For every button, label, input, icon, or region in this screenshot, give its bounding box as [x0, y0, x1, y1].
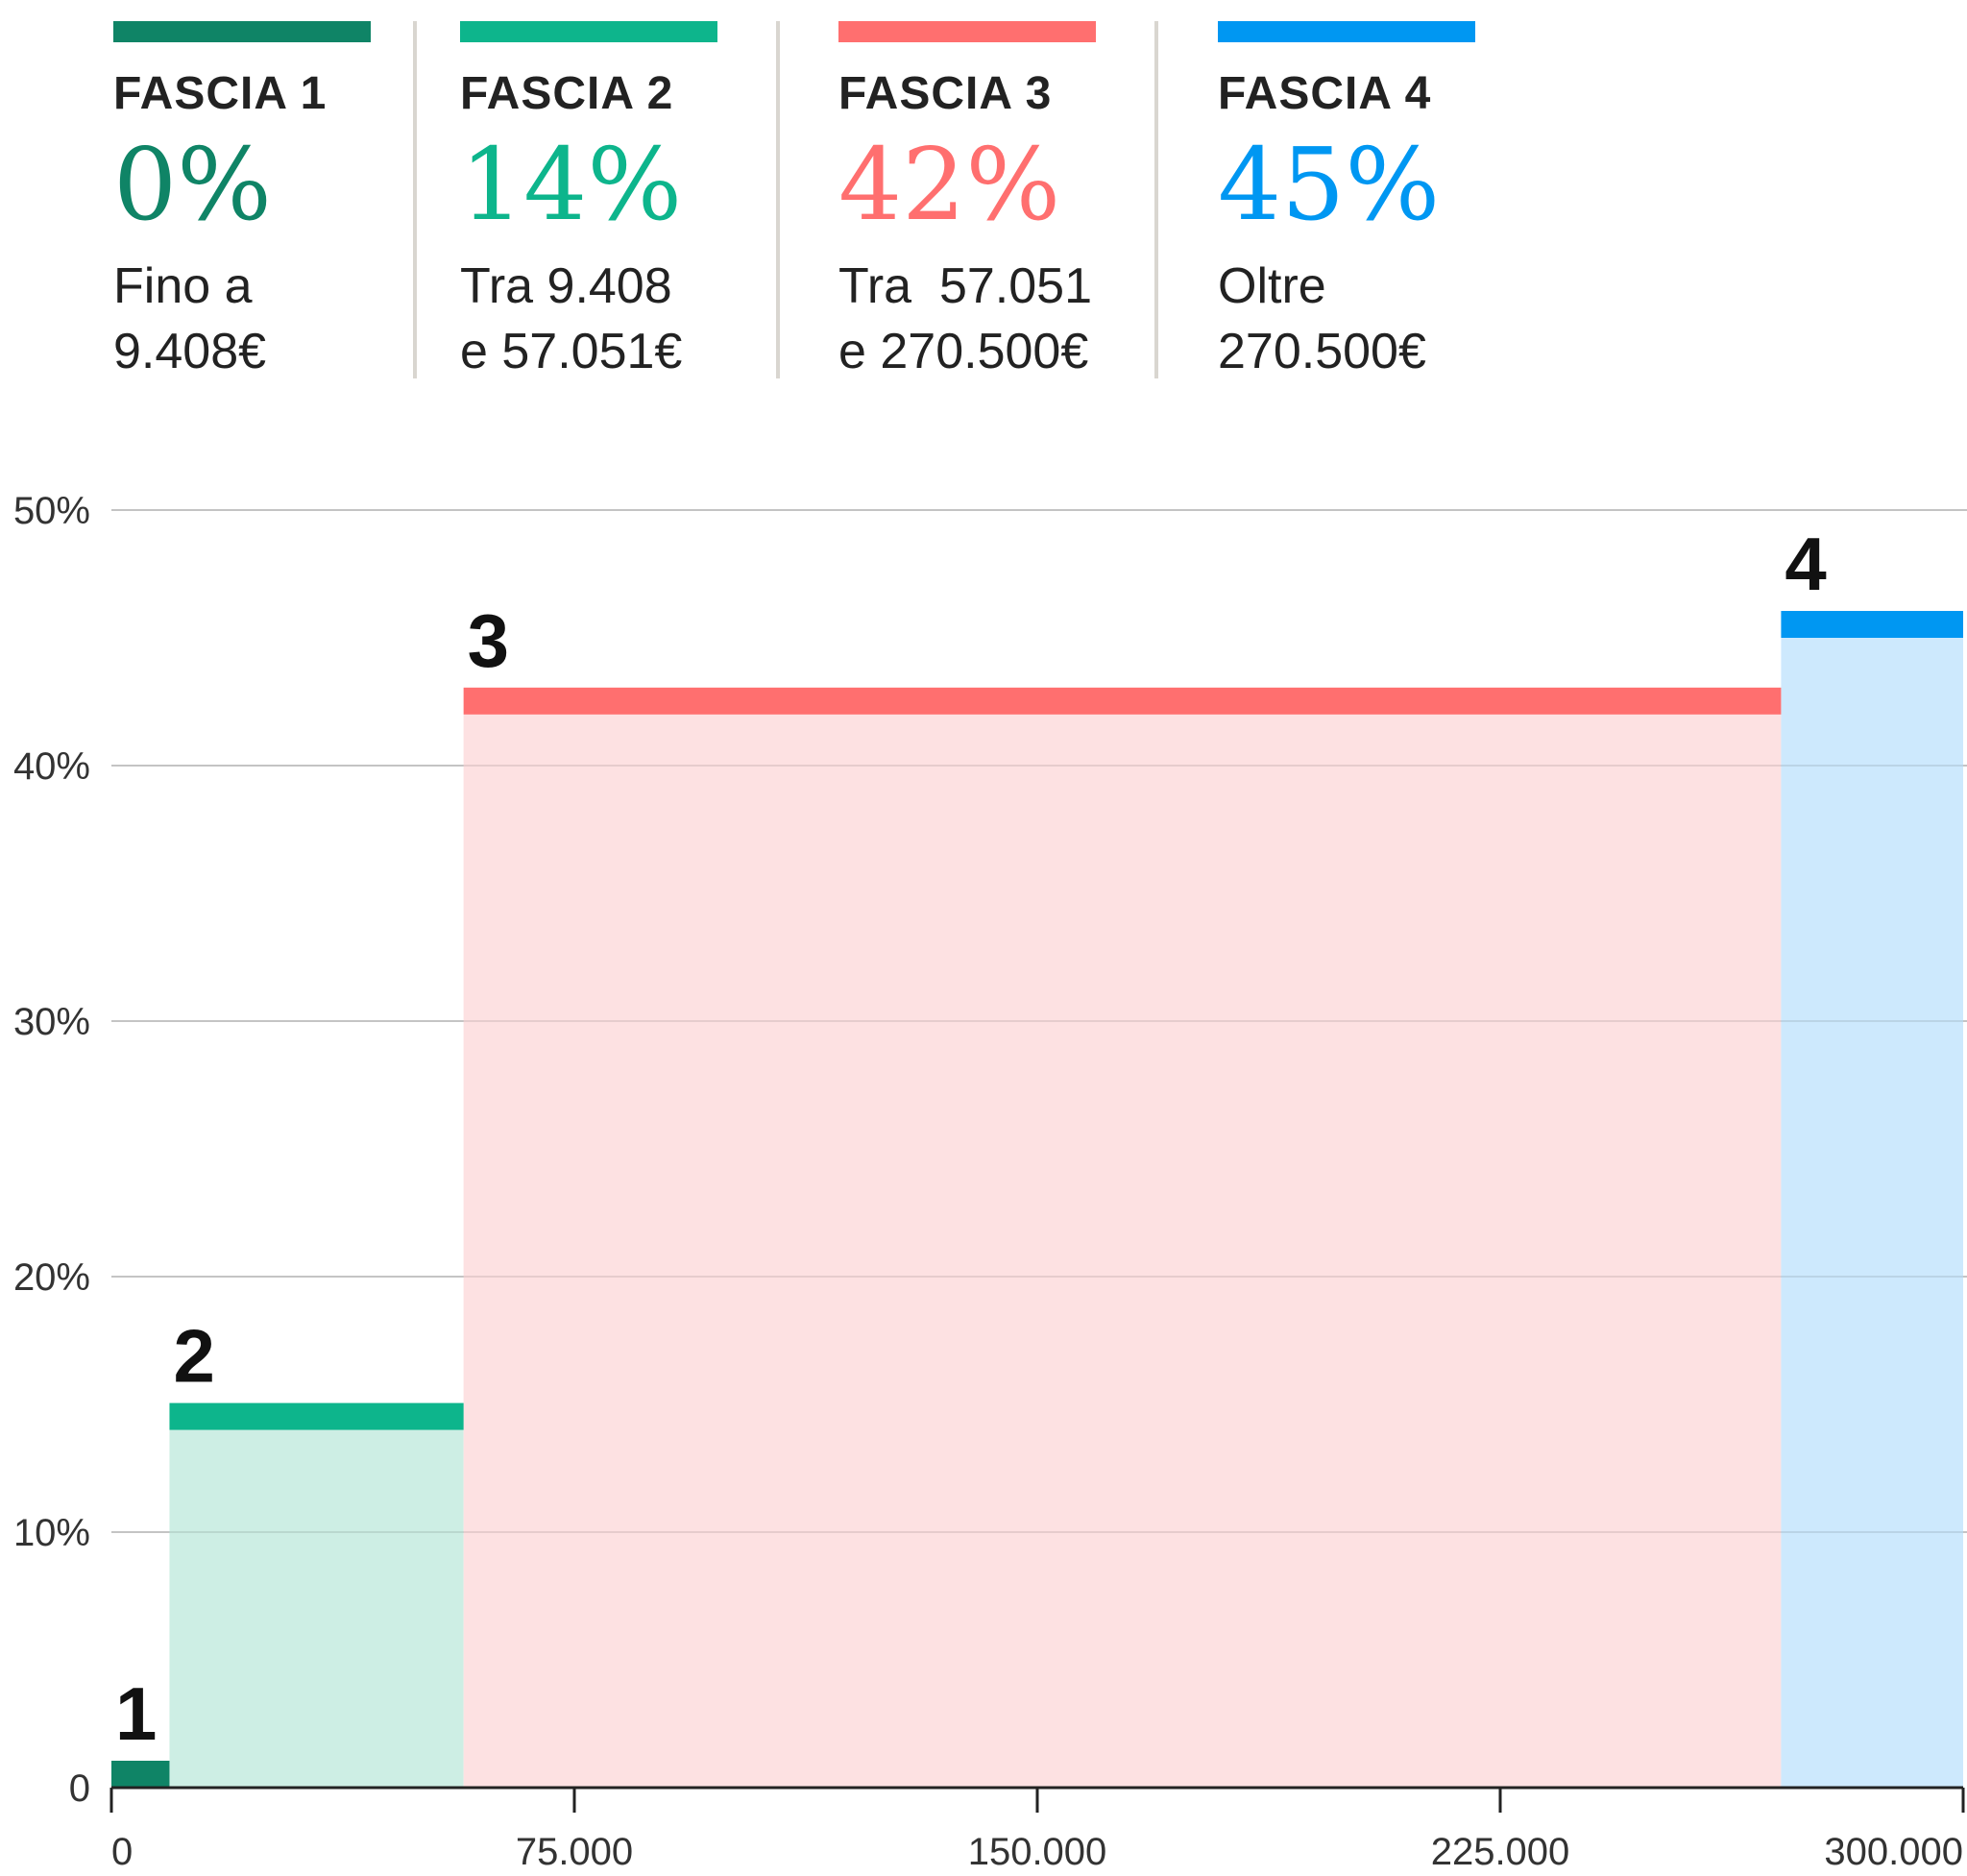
x-axis-tick-labels: 0 75.000 150.000 225.000 300.000 [111, 1831, 1963, 1873]
legend-item-fascia-2: FASCIA 2 14% Tra 9.408 e 57.051€ [460, 21, 739, 384]
band-bar-4 [1781, 611, 1963, 638]
band-fill-3 [463, 714, 1782, 1788]
legend-desc-line2: e 270.500€ [838, 324, 1089, 379]
legend-desc-line1: Tra 9.408 [460, 258, 672, 314]
legend-swatch-fascia-2 [460, 21, 717, 42]
legend-swatch-fascia-3 [838, 21, 1096, 42]
band-bar-3 [463, 687, 1782, 715]
legend-rate: 42% [838, 126, 1061, 243]
y-tick-label: 10% [13, 1512, 90, 1554]
band-fill-2 [169, 1429, 464, 1788]
y-tick-label: 40% [13, 745, 90, 788]
y-tick-label: 50% [13, 490, 90, 532]
y-tick-label: 0 [69, 1767, 90, 1810]
legend-item-fascia-4: FASCIA 4 45% Oltre 270.500€ [1218, 21, 1496, 384]
legend-item-fascia-3: FASCIA 3 42% Tra 57.051 e 270.500€ [838, 21, 1117, 384]
x-tick-label: 225.000 [1431, 1831, 1570, 1873]
band-label-4: 4 [1785, 522, 1826, 606]
band-bar-1 [111, 1761, 170, 1788]
legend-rate: 0% [113, 126, 272, 243]
y-tick-label: 20% [13, 1256, 90, 1299]
legend-title: FASCIA 1 [113, 68, 328, 119]
legend-swatch-fascia-1 [113, 21, 371, 42]
band-label-2: 2 [173, 1314, 214, 1399]
band-top-bars [111, 611, 1963, 1788]
legend-item-fascia-1: FASCIA 1 0% Fino a 9.408€ [113, 21, 392, 384]
legend-desc-line2: 270.500€ [1218, 324, 1426, 379]
legend-title: FASCIA 2 [460, 68, 674, 119]
x-tick-label: 0 [111, 1831, 133, 1873]
legend-desc-line2: e 57.051€ [460, 324, 683, 379]
band-labels: 1 2 3 4 [115, 522, 1827, 1756]
x-tick-label: 300.000 [1824, 1831, 1963, 1873]
band-label-3: 3 [468, 598, 509, 683]
legend-title: FASCIA 3 [838, 68, 1053, 119]
legend-title: FASCIA 4 [1218, 68, 1432, 119]
legend-divider [1154, 21, 1158, 378]
x-axis [109, 1786, 1965, 1813]
y-tick-label: 30% [13, 1001, 90, 1043]
y-axis-tick-labels: 0 10% 20% 30% 40% 50% [13, 490, 90, 1810]
legend-desc-line1: Fino a [113, 258, 253, 314]
x-tick-label: 75.000 [516, 1831, 633, 1873]
tax-bracket-chart: 1 2 3 4 0 10% 20% 30% 40% 50% 0 75.000 150.000 225.… [13, 490, 1967, 1873]
x-tick-label: 150.000 [968, 1831, 1107, 1873]
band-fills [169, 638, 1963, 1788]
grid-overlay [111, 509, 1967, 1533]
legend-rate: 14% [460, 126, 683, 243]
legend-desc-line2: 9.408€ [113, 324, 267, 379]
legend-rate: 45% [1218, 126, 1441, 243]
band-fill-4 [1781, 638, 1963, 1788]
band-label-1: 1 [115, 1671, 157, 1756]
legend-swatch-fascia-4 [1218, 21, 1475, 42]
legend-divider [413, 21, 417, 378]
legend-desc-line1: Tra 57.051 [838, 258, 1093, 314]
legend-divider [776, 21, 780, 378]
legend-desc-line1: Oltre [1218, 258, 1326, 314]
band-bar-2 [169, 1402, 464, 1430]
